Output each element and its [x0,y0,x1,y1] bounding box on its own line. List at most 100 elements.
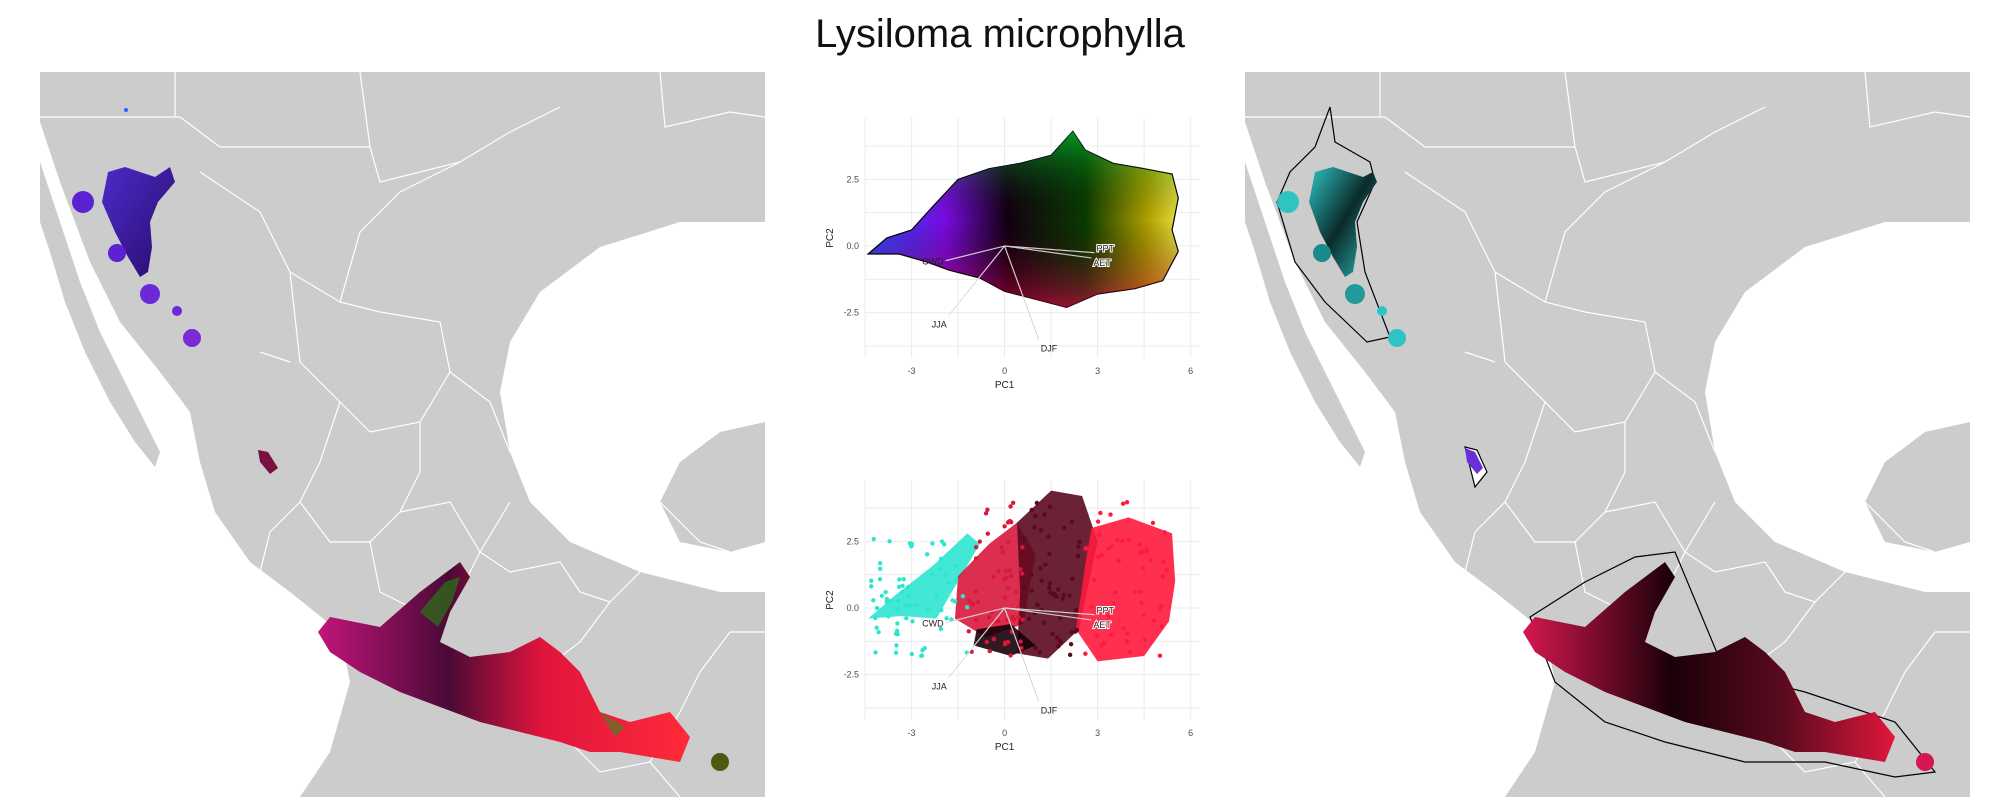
pca-point [977,539,983,544]
pca-point [884,599,889,604]
pca-point [869,578,874,583]
pca-point [1003,568,1009,574]
pca-point [938,556,944,562]
pca-point [1008,573,1014,579]
pca-point [1095,519,1101,524]
pca-point [1101,640,1107,646]
range-dot [1277,191,1299,213]
pca-point [895,606,901,611]
vector-label: CWD [922,257,944,267]
pca-point [1109,632,1114,638]
x-tick-label: 3 [1095,728,1100,738]
pca-point [1074,627,1080,633]
pca-point [1020,617,1025,622]
pca-point [869,584,874,589]
pca-point [1042,512,1047,517]
pca-point [1138,589,1143,594]
y-axis-label: PC2 [825,590,836,610]
pca-point [897,577,902,582]
pca-point [1144,546,1149,552]
pca-point [1083,546,1088,551]
pca-point [937,566,943,571]
y-tick-label: -2.5 [843,308,859,318]
pca-point [874,625,879,630]
pca-point [929,572,935,577]
pca-chart-bottom: -3 0 3 6 2.5 0.0 -2.5 PC1 PC2 PPT AET CWD JJA DJF [810,470,1210,770]
pca-point [1048,590,1053,595]
pca-point [1016,615,1021,620]
pca-point [1142,637,1148,642]
pca-point [873,650,878,655]
vector-label: AET [1093,258,1111,268]
pca-point [973,556,979,561]
yucatan [1865,422,1970,552]
range-dot [140,284,160,304]
pca-point [1051,592,1056,598]
pca-point [930,541,935,546]
x-tick-label: 3 [1095,366,1100,376]
pca-point [964,605,970,610]
pca-point [910,619,915,624]
pca-point [1160,574,1166,579]
pca-point [1047,551,1052,556]
range-dot [711,753,729,771]
pca-point [991,574,996,580]
y-tick-label: 0.0 [846,241,859,251]
pca-point [1126,537,1132,543]
pca-point [967,598,972,603]
hull-northwest [1276,106,1391,343]
pacific-ocean [40,122,350,797]
pca-point [1150,520,1156,526]
x-axis-label: PC1 [995,380,1015,391]
pca-point [1050,631,1055,637]
range-dot [183,329,201,347]
pca-point [1157,606,1162,612]
pca-point [1058,615,1063,620]
pca-cloud-overlay [868,131,1179,308]
pca-point [1043,562,1048,567]
x-tick-label: -3 [908,728,916,738]
pca-point [1127,649,1133,654]
pca-point [983,511,989,516]
pca-point [908,603,913,608]
pca-point [877,576,883,582]
vector-label: PPT [1097,244,1115,254]
y-tick-label: 2.5 [846,536,859,546]
pca-point [1056,587,1061,592]
pacific-ocean [1245,122,1555,797]
pca-point [996,619,1001,624]
pca-point [934,592,939,598]
pca-point [1100,621,1105,626]
pca-point-group [868,533,980,619]
vector-label: JJA [932,319,947,329]
loading-vector-shadow [1004,245,1092,259]
pca-point [1060,596,1066,601]
vector-label: AET [1093,620,1111,630]
range-green-patches [420,577,460,627]
pca-point [985,507,990,512]
pca-point [894,643,899,648]
pca-point [1116,558,1121,564]
pca-point [896,584,902,590]
pca-point [1069,629,1074,635]
pca-point [893,631,899,636]
x-tick-label: -3 [908,366,916,376]
loading-vector-shadow [1004,245,1095,253]
pca-point [942,573,948,578]
pca-point [1007,568,1013,573]
range-dot [1916,753,1934,771]
pca-point [939,608,944,613]
vector-label: PPT [1097,606,1115,616]
pca-point [952,599,958,604]
pca-point [966,629,971,634]
state-borders [40,72,765,797]
pca-point [1121,626,1126,631]
pca-point [877,566,883,572]
range-northwest [1309,167,1377,277]
range-south [318,562,690,762]
pca-point [1067,652,1073,658]
pca-point [1112,590,1118,595]
pca-point [1029,588,1034,593]
loading-vector-shadow [948,607,1005,678]
pca-point [1033,513,1038,519]
